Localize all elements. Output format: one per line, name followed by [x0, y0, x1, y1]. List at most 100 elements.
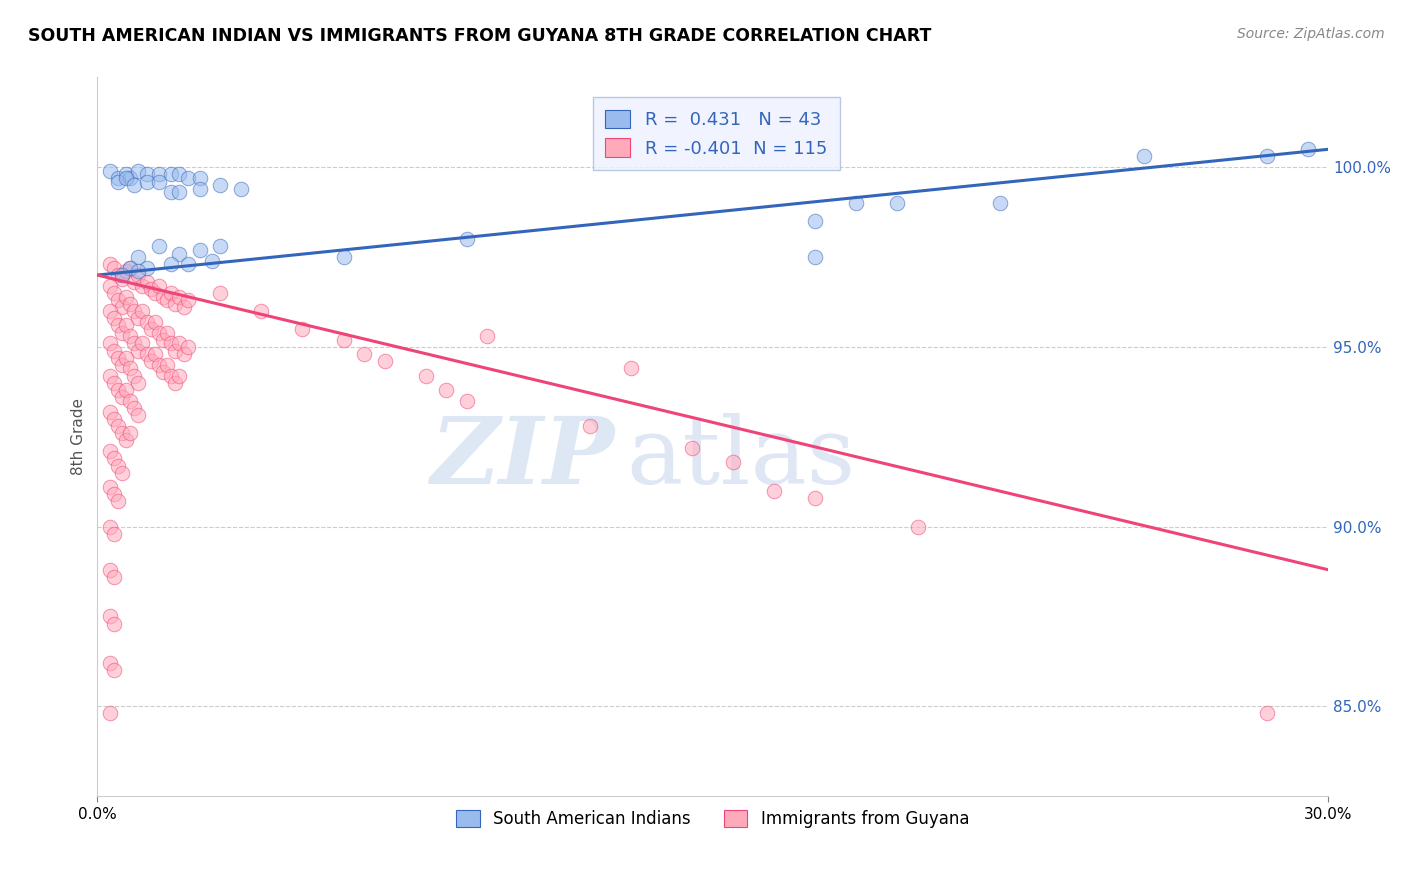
Point: [152, 365, 174, 379]
Point: [115, 264, 138, 278]
Point: [988, 196, 1011, 211]
Point: [135, 260, 157, 275]
Point: [160, 368, 183, 383]
Point: [111, 268, 134, 282]
Point: [209, 178, 232, 193]
Point: [103, 376, 125, 390]
Point: [250, 304, 273, 318]
Point: [143, 286, 166, 301]
Point: [127, 311, 149, 326]
Point: [98, 609, 121, 624]
Point: [169, 368, 191, 383]
Point: [456, 393, 478, 408]
Point: [291, 322, 314, 336]
Point: [156, 293, 179, 308]
Point: [124, 368, 146, 383]
Point: [115, 318, 138, 333]
Point: [127, 164, 149, 178]
Point: [160, 186, 183, 200]
Point: [176, 171, 198, 186]
Point: [107, 419, 129, 434]
Point: [620, 361, 643, 376]
Point: [804, 250, 827, 264]
Text: atlas: atlas: [627, 413, 856, 503]
Point: [115, 434, 138, 448]
Point: [103, 412, 125, 426]
Point: [845, 196, 868, 211]
Point: [148, 239, 170, 253]
Point: [169, 168, 191, 182]
Point: [124, 275, 146, 289]
Point: [169, 290, 191, 304]
Point: [98, 480, 121, 494]
Point: [127, 343, 149, 358]
Point: [98, 563, 121, 577]
Point: [148, 168, 170, 182]
Point: [103, 343, 125, 358]
Point: [135, 175, 157, 189]
Point: [176, 293, 198, 308]
Point: [160, 257, 183, 271]
Point: [143, 315, 166, 329]
Point: [115, 383, 138, 397]
Point: [169, 246, 191, 260]
Point: [148, 278, 170, 293]
Point: [456, 232, 478, 246]
Y-axis label: 8th Grade: 8th Grade: [72, 398, 86, 475]
Point: [103, 616, 125, 631]
Point: [135, 315, 157, 329]
Point: [98, 164, 121, 178]
Point: [1296, 142, 1319, 156]
Point: [578, 419, 600, 434]
Point: [152, 290, 174, 304]
Point: [107, 458, 129, 473]
Point: [165, 376, 187, 390]
Point: [98, 278, 121, 293]
Point: [111, 466, 134, 480]
Point: [723, 455, 745, 469]
Point: [103, 260, 125, 275]
Point: [804, 491, 827, 505]
Point: [103, 311, 125, 326]
Text: ZIP: ZIP: [430, 413, 614, 503]
Point: [127, 376, 149, 390]
Point: [111, 426, 134, 441]
Point: [353, 347, 375, 361]
Point: [148, 358, 170, 372]
Point: [127, 408, 149, 422]
Point: [111, 271, 134, 285]
Point: [98, 656, 121, 670]
Point: [763, 483, 786, 498]
Point: [373, 354, 395, 368]
Text: Source: ZipAtlas.com: Source: ZipAtlas.com: [1237, 27, 1385, 41]
Point: [135, 168, 157, 182]
Point: [229, 182, 252, 196]
Point: [98, 368, 121, 383]
Point: [169, 186, 191, 200]
Point: [681, 441, 703, 455]
Point: [907, 519, 929, 533]
Point: [115, 168, 138, 182]
Point: [1132, 149, 1154, 163]
Point: [152, 333, 174, 347]
Point: [98, 404, 121, 418]
Point: [139, 322, 162, 336]
Point: [107, 494, 129, 508]
Point: [169, 336, 191, 351]
Point: [434, 383, 457, 397]
Point: [98, 257, 121, 271]
Point: [127, 268, 149, 282]
Point: [124, 336, 146, 351]
Point: [1256, 149, 1278, 163]
Point: [332, 333, 354, 347]
Point: [127, 250, 149, 264]
Point: [111, 358, 134, 372]
Point: [115, 351, 138, 365]
Point: [160, 336, 183, 351]
Point: [886, 196, 908, 211]
Point: [120, 260, 142, 275]
Point: [120, 361, 142, 376]
Point: [103, 663, 125, 677]
Point: [103, 570, 125, 584]
Point: [415, 368, 437, 383]
